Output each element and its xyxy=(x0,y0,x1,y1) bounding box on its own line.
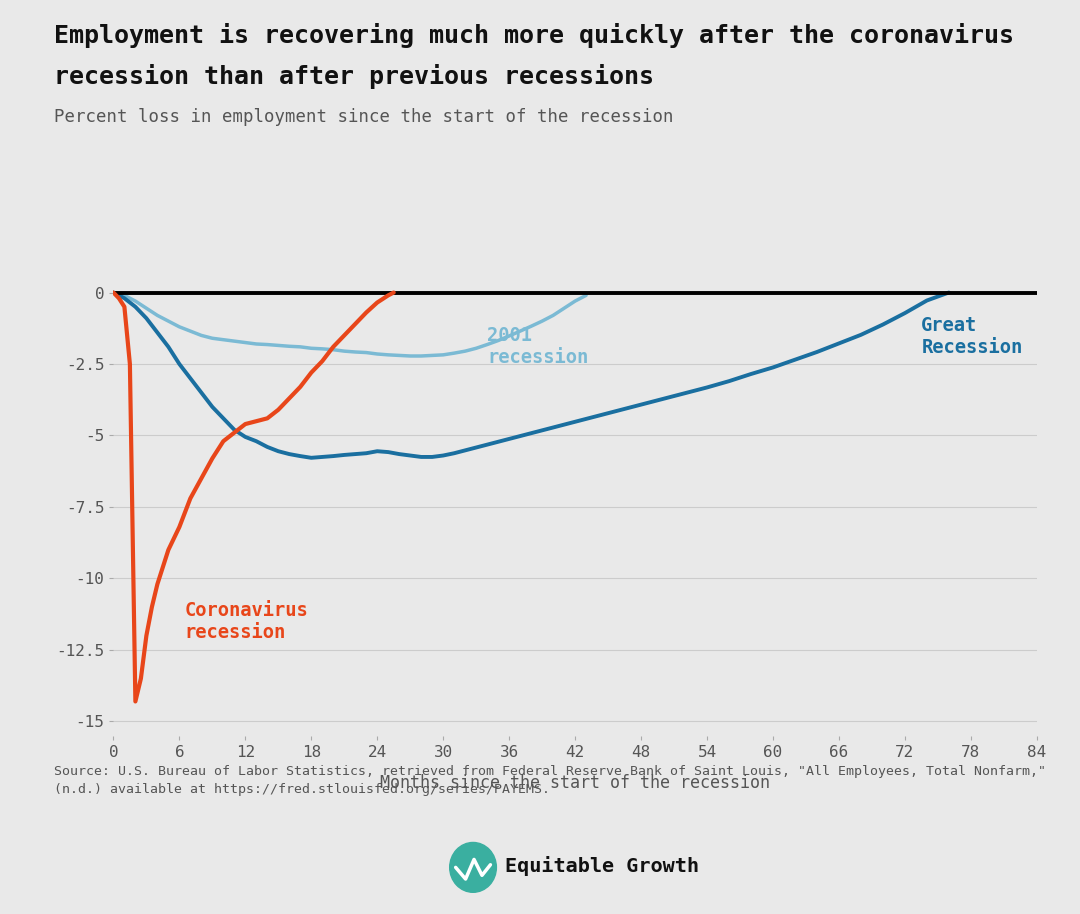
Text: Employment is recovering much more quickly after the coronavirus: Employment is recovering much more quick… xyxy=(54,23,1014,48)
Circle shape xyxy=(449,843,497,892)
Text: Equitable Growth: Equitable Growth xyxy=(505,856,700,877)
Text: recession than after previous recessions: recession than after previous recessions xyxy=(54,64,654,89)
Text: Percent loss in employment since the start of the recession: Percent loss in employment since the sta… xyxy=(54,108,674,126)
X-axis label: Months since the start of the recession: Months since the start of the recession xyxy=(380,773,770,792)
Text: Coronavirus
recession: Coronavirus recession xyxy=(185,600,309,642)
Text: Great
Recession: Great Recession xyxy=(921,316,1023,357)
Text: 2001
recession: 2001 recession xyxy=(487,326,589,367)
Text: Source: U.S. Bureau of Labor Statistics, retrieved from Federal Reserve Bank of : Source: U.S. Bureau of Labor Statistics,… xyxy=(54,765,1047,796)
